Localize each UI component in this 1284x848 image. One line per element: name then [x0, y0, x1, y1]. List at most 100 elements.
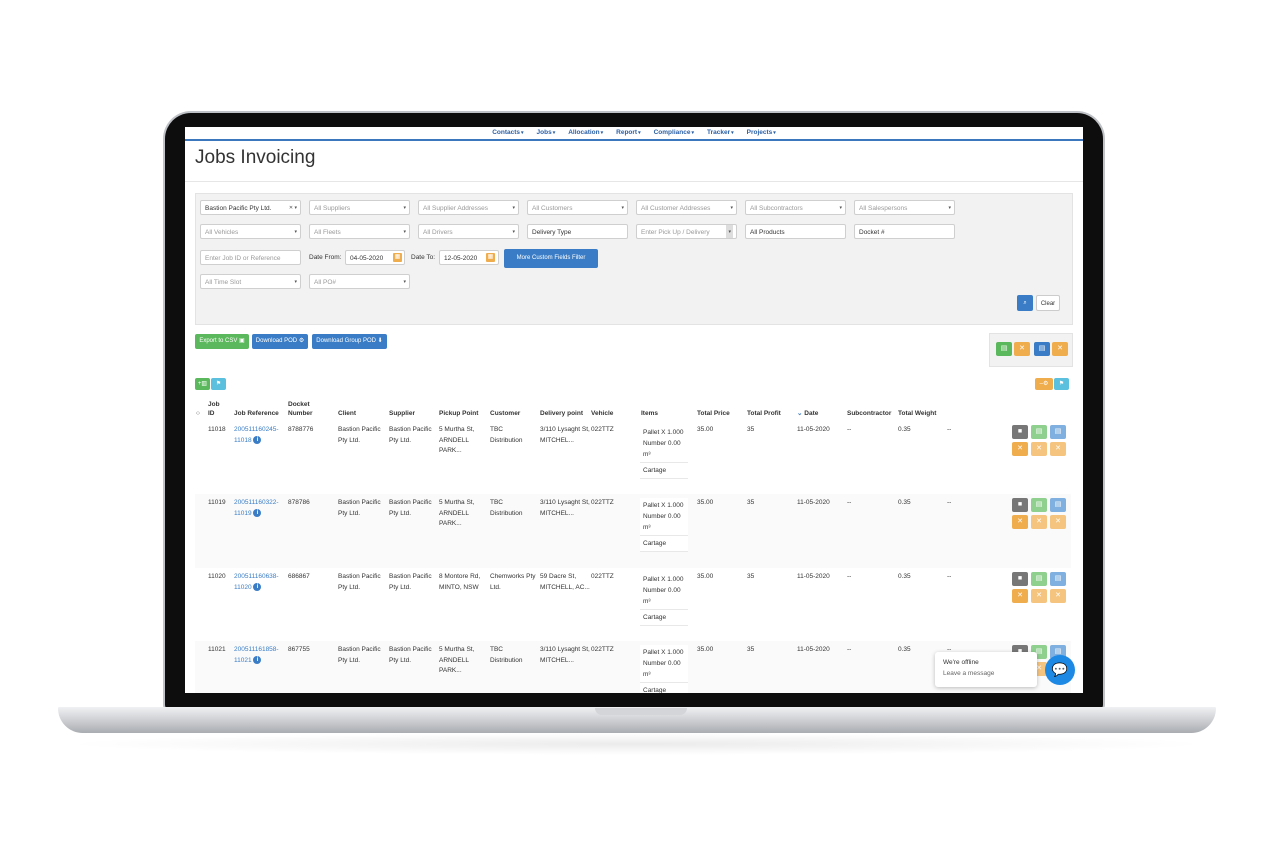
client: Bastion Pacific Pty Ltd.	[338, 499, 381, 517]
row-delete-button[interactable]: ✕	[1050, 442, 1066, 456]
info-icon[interactable]: i	[253, 435, 262, 444]
delivery-type-input[interactable]: Delivery Type	[527, 224, 628, 239]
docket-input[interactable]: Docket #	[854, 224, 955, 239]
date-to-input[interactable]: 12-05-2020	[439, 250, 499, 265]
chat-leave-message[interactable]: Leave a message	[943, 670, 995, 677]
pickup-delivery-input[interactable]: Enter Pick Up / Delivery ▾	[636, 224, 737, 239]
calendar-icon[interactable]: ▦	[486, 253, 495, 262]
bulk-cancel-button[interactable]: ✕	[1014, 342, 1030, 356]
row-document-button[interactable]: ▤	[1050, 498, 1066, 512]
close-icon: ✕	[1055, 445, 1061, 452]
job-reference-link[interactable]: 200511160322- 11019 i	[234, 499, 279, 517]
col-total-profit[interactable]: Total Profit	[747, 410, 781, 417]
bookmark-button[interactable]: ⚑	[211, 378, 226, 390]
settings-toggle-button[interactable]: –⚙	[1035, 378, 1053, 390]
client-select[interactable]: Bastion Pacific Pty Ltd. ✕ ▾	[200, 200, 301, 215]
supplier-addresses-select[interactable]: All Supplier Addresses ▾	[418, 200, 519, 215]
nav-projects[interactable]: Projects▾	[746, 129, 776, 136]
col-total-weight[interactable]: Total Weight	[898, 410, 937, 417]
row-document-button[interactable]: ▤	[1050, 425, 1066, 439]
info-icon[interactable]: i	[253, 582, 262, 591]
row-document-button[interactable]: ▤	[1050, 572, 1066, 586]
col-date[interactable]: ⌄ Date	[797, 410, 819, 417]
po-select[interactable]: All PO# ▾	[309, 274, 410, 289]
export-csv-button[interactable]: Export to CSV ▣	[195, 334, 249, 349]
products-input[interactable]: All Products	[745, 224, 846, 239]
salespersons-select[interactable]: All Salespersons ▾	[854, 200, 955, 215]
row-invoice-button[interactable]: ▤	[1031, 498, 1047, 512]
search-button[interactable]: ⌕	[1017, 295, 1033, 311]
clear-button[interactable]: Clear	[1036, 295, 1060, 311]
row-view-button[interactable]: ■	[1012, 572, 1028, 586]
chat-widget[interactable]: We're offline Leave a message	[935, 652, 1037, 687]
table-row[interactable]	[195, 494, 1071, 568]
col-delivery-point[interactable]: Delivery point	[540, 410, 583, 417]
calendar-icon[interactable]: ▦	[393, 253, 402, 262]
job-reference-link[interactable]: 200511160638- 11020 i	[234, 573, 279, 591]
col-pickup-point[interactable]: Pickup Point	[439, 410, 479, 417]
items-list: Pallet X 1.000 Number 0.00 m³ Cartage	[640, 425, 688, 479]
chat-bubble-icon[interactable]: 💬	[1045, 655, 1075, 685]
row-cancel-button[interactable]: ✕	[1012, 442, 1028, 456]
row-invoice-button[interactable]: ▤	[1031, 572, 1047, 586]
col-supplier[interactable]: Supplier	[389, 410, 416, 417]
table-row[interactable]	[195, 421, 1071, 494]
chevron-down-icon[interactable]: ▾	[726, 225, 733, 238]
col-vehicle[interactable]: Vehicle	[591, 410, 614, 417]
job-reference-link[interactable]: 200511160245- 11018 i	[234, 426, 279, 444]
job-reference-link[interactable]: 200511161858- 11021 i	[234, 646, 279, 664]
row-remove-button[interactable]: ✕	[1031, 515, 1047, 529]
row-remove-button[interactable]: ✕	[1031, 442, 1047, 456]
nav-tracker[interactable]: Tracker▾	[706, 129, 734, 136]
row-invoice-button[interactable]: ▤	[1031, 425, 1047, 439]
row-cancel-button[interactable]: ✕	[1012, 515, 1028, 529]
col-total-price[interactable]: Total Price	[697, 410, 730, 417]
table-row[interactable]	[195, 568, 1071, 641]
customers-select[interactable]: All Customers ▾	[527, 200, 628, 215]
download-pod-button[interactable]: Download POD ⚙	[252, 334, 308, 349]
drivers-select[interactable]: All Drivers ▾	[418, 224, 519, 239]
col-job-id[interactable]: Job ID	[208, 401, 220, 417]
bulk-invoice-button[interactable]: ▤	[996, 342, 1012, 356]
col-docket-number[interactable]: Docket Number	[288, 401, 313, 417]
col-customer[interactable]: Customer	[490, 410, 521, 417]
total-profit: 35	[747, 646, 755, 653]
clear-dropdown-icon[interactable]: ✕ ▾	[288, 205, 297, 211]
item-line: Pallet X 1.000 Number 0.00 m³	[640, 425, 688, 463]
nav-contacts[interactable]: Contacts▾	[492, 129, 524, 136]
vehicles-select[interactable]: All Vehicles ▾	[200, 224, 301, 239]
row-view-button[interactable]: ■	[1012, 498, 1028, 512]
info-icon[interactable]: i	[253, 508, 262, 517]
nav-allocation[interactable]: Allocation▾	[568, 129, 604, 136]
download-icon: ⬇	[377, 338, 383, 344]
row-delete-button[interactable]: ✕	[1050, 589, 1066, 603]
row-remove-button[interactable]: ✕	[1031, 589, 1047, 603]
date-from-input[interactable]: 04-05-2020	[345, 250, 405, 265]
select-columns-button[interactable]: +▥	[195, 378, 210, 390]
select-all-checkbox[interactable]: ○	[196, 410, 200, 417]
col-subcontractor[interactable]: Subcontractor	[847, 410, 892, 417]
col-job-reference[interactable]: Job Reference	[234, 410, 279, 417]
fleets-select[interactable]: All Fleets ▾	[309, 224, 410, 239]
bulk-file-button[interactable]: ▤	[1034, 342, 1050, 356]
nav-report[interactable]: Report▾	[616, 129, 641, 136]
col-items[interactable]: Items	[641, 410, 658, 417]
row-cancel-button[interactable]: ✕	[1012, 589, 1028, 603]
download-group-pod-button[interactable]: Download Group POD ⬇	[312, 334, 387, 349]
row-delete-button[interactable]: ✕	[1050, 515, 1066, 529]
bulk-remove-button[interactable]: ✕	[1052, 342, 1068, 356]
suppliers-select[interactable]: All Suppliers ▾	[309, 200, 410, 215]
subcontractors-select[interactable]: All Subcontractors ▾	[745, 200, 846, 215]
col-client[interactable]: Client	[338, 410, 357, 417]
time-slot-select[interactable]: All Time Slot ▾	[200, 274, 301, 289]
row-view-button[interactable]: ■	[1012, 425, 1028, 439]
nav-jobs[interactable]: Jobs▾	[536, 129, 556, 136]
nav-compliance[interactable]: Compliance▾	[653, 129, 694, 136]
customer-addresses-select[interactable]: All Customer Addresses ▾	[636, 200, 737, 215]
total-price: 35.00	[697, 499, 714, 506]
flag-button[interactable]: ⚑	[1054, 378, 1069, 390]
job-ref-input[interactable]: Enter Job ID or Reference	[200, 250, 301, 265]
custom-fields-filter-button[interactable]: More Custom Fields Filter	[504, 249, 598, 268]
table-row[interactable]	[195, 641, 1071, 693]
info-icon[interactable]: i	[253, 655, 262, 664]
